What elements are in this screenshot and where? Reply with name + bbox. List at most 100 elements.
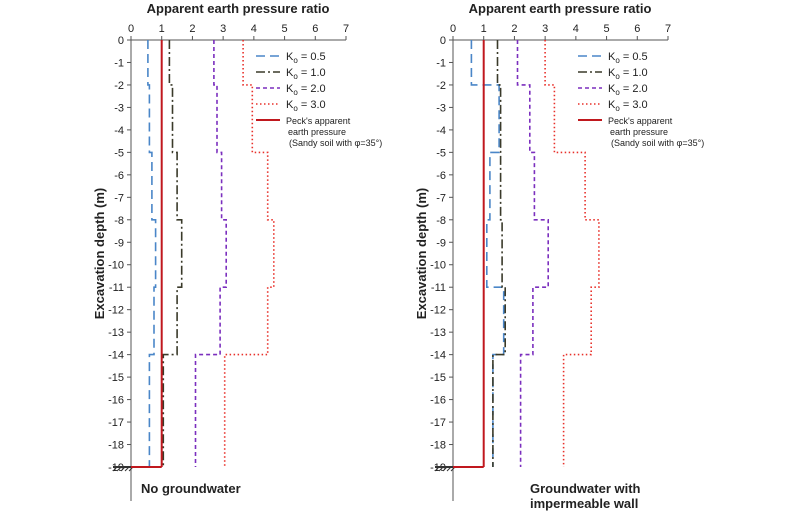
- y-tick-label: -15: [430, 372, 446, 384]
- series-line-3: [516, 40, 550, 467]
- y-tick-label: 0: [118, 35, 124, 47]
- x-tick-label: 7: [343, 23, 349, 35]
- legend-subscript: o: [293, 72, 298, 81]
- y-tick-label: -11: [109, 282, 124, 294]
- legend-label-2: Ko = 1.0: [608, 67, 648, 81]
- x-tick-label: 4: [251, 23, 257, 35]
- y-tick-label: -12: [108, 305, 124, 317]
- y-tick-label: -7: [436, 192, 446, 204]
- legend-label-peck-line1: Peck's apparent: [608, 116, 673, 126]
- legend-subscript: o: [615, 72, 620, 81]
- y-tick-label: -6: [114, 170, 124, 182]
- y-tick-label: -5: [114, 147, 124, 159]
- y-tick-label: -9: [436, 237, 446, 249]
- legend-value: = 1.0: [298, 67, 326, 79]
- legend-label-peck-line2: earth pressure: [610, 127, 668, 137]
- y-tick-label: -15: [108, 372, 124, 384]
- legend-k: K: [608, 99, 616, 111]
- series-line-1: [147, 40, 157, 467]
- y-axis-label: Excavation depth (m): [92, 188, 107, 319]
- x-tick-label: 6: [312, 23, 318, 35]
- x-tick-label: 2: [189, 23, 195, 35]
- legend-label-1: Ko = 0.5: [608, 51, 648, 65]
- chart-panel-1: Apparent earth pressure ratio 0 1 2 3 4 5 6 7 0 -1…: [92, 1, 382, 501]
- legend-label-peck-line2: earth pressure: [288, 127, 346, 137]
- legend-label-2: Ko = 1.0: [286, 67, 326, 81]
- y-tick-label: -4: [114, 125, 124, 137]
- x-tick-label: 5: [604, 23, 610, 35]
- hatch-stroke: [442, 466, 448, 472]
- y-tick-label: -12: [430, 305, 446, 317]
- hatch-stroke: [124, 466, 130, 472]
- y-tick-label: -9: [114, 237, 124, 249]
- series-line-2: [492, 40, 507, 467]
- series-line-3: [194, 40, 227, 467]
- legend-subscript: o: [615, 88, 620, 97]
- chart-caption: No groundwater: [141, 481, 241, 496]
- y-tick-label: -16: [430, 395, 446, 407]
- x-tick-label: 3: [220, 23, 226, 35]
- legend-note: (Sandy soil with φ=35°): [611, 138, 704, 148]
- hatch-stroke: [446, 466, 452, 472]
- x-tick-label: 2: [511, 23, 517, 35]
- legend-value: = 2.0: [620, 83, 648, 95]
- y-tick-label: -1: [114, 57, 124, 69]
- y-tick-label: -3: [114, 102, 124, 114]
- y-tick-label: -6: [436, 170, 446, 182]
- x-tick-label: 1: [481, 23, 487, 35]
- y-tick-label: -14: [108, 350, 124, 362]
- legend-value: = 0.5: [620, 51, 648, 63]
- hatch-stroke: [120, 466, 126, 472]
- y-tick-label: -8: [436, 215, 446, 227]
- y-tick-label: -13: [108, 327, 124, 339]
- y-tick-label: -18: [108, 440, 124, 452]
- legend-label-3: Ko = 2.0: [286, 83, 326, 97]
- y-tick-label: -8: [114, 215, 124, 227]
- legend-label-4: Ko = 3.0: [608, 99, 648, 113]
- legend-k: K: [286, 51, 294, 63]
- y-tick-label: -10: [430, 260, 446, 272]
- x-tick-label: 6: [634, 23, 640, 35]
- y-tick-label: -5: [436, 147, 446, 159]
- y-tick-label: -13: [430, 327, 446, 339]
- legend-k: K: [608, 67, 616, 79]
- y-tick-label: -17: [108, 417, 124, 429]
- legend-value: = 3.0: [620, 99, 648, 111]
- hatch-stroke: [434, 466, 440, 472]
- series-line-1: [470, 40, 505, 467]
- y-tick-label: -17: [430, 417, 446, 429]
- legend-subscript: o: [293, 88, 298, 97]
- series-line-2: [162, 40, 183, 467]
- y-tick-label: -2: [114, 80, 124, 92]
- legend-note: (Sandy soil with φ=35°): [289, 138, 382, 148]
- y-tick-label: -14: [430, 350, 446, 362]
- hatch-stroke: [112, 466, 118, 472]
- x-tick-label: 1: [159, 23, 165, 35]
- legend-subscript: o: [293, 104, 298, 113]
- legend-subscript: o: [615, 104, 620, 113]
- y-tick-label: -10: [108, 260, 124, 272]
- legend-subscript: o: [293, 56, 298, 65]
- chart-title: Apparent earth pressure ratio: [469, 1, 652, 16]
- y-tick-label: -1: [436, 57, 446, 69]
- legend-label-1: Ko = 0.5: [286, 51, 326, 65]
- legend-value: = 1.0: [620, 67, 648, 79]
- y-tick-label: -2: [436, 80, 446, 92]
- series-line-4: [223, 40, 275, 467]
- legend-value: = 0.5: [298, 51, 326, 63]
- x-tick-label: 5: [282, 23, 288, 35]
- x-tick-label: 0: [128, 23, 134, 35]
- legend-label-peck-line1: Peck's apparent: [286, 116, 351, 126]
- hatch-stroke: [116, 466, 122, 472]
- y-tick-label: -11: [431, 282, 446, 294]
- legend-k: K: [286, 67, 294, 79]
- series-line-4: [544, 40, 600, 467]
- y-tick-label: -4: [436, 125, 446, 137]
- y-tick-label: 0: [440, 35, 446, 47]
- x-tick-label: 3: [542, 23, 548, 35]
- y-tick-label: -18: [430, 440, 446, 452]
